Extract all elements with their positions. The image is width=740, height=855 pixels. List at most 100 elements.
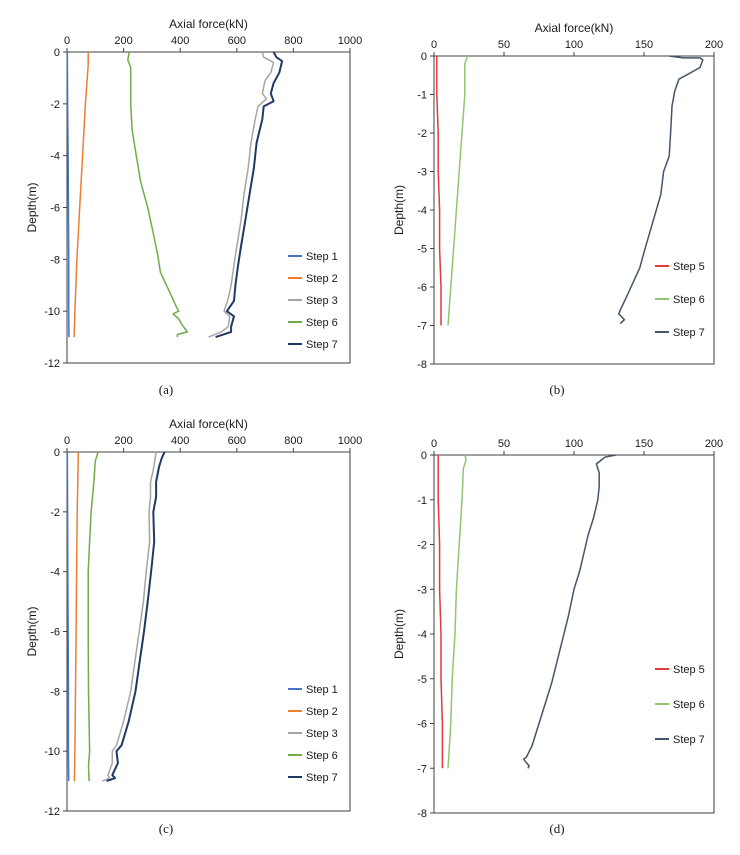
legend-label: Step 6 xyxy=(673,699,705,711)
y-tick-label: 0 xyxy=(54,47,60,59)
y-tick-label: -2 xyxy=(50,507,60,519)
x-tick-label: 200 xyxy=(705,39,723,51)
y-tick-label: -1 xyxy=(417,495,427,507)
y-tick-label: -6 xyxy=(417,719,427,731)
x-tick-label: 200 xyxy=(114,35,132,47)
x-tick-label: 100 xyxy=(565,39,583,51)
x-tick-label: 400 xyxy=(171,435,189,447)
series-line-step-6 xyxy=(87,451,99,782)
legend-label: Step 3 xyxy=(306,728,338,740)
chart-1: 0 200 400 600 800 1000 0 -2 -4 -6 -8 -10 -12 Axial fo… xyxy=(25,17,362,397)
chart-2: 0 50 100 150 200 0 -1 -2 -3 -4 -5 -6 -7 -8 Axial force… xyxy=(392,21,723,397)
y-tick-label: -6 xyxy=(50,203,60,215)
figure-caption: (d) xyxy=(549,821,564,836)
y-tick-label: -2 xyxy=(50,99,60,111)
series-line-step-5 xyxy=(437,455,444,769)
series-line-step-6 xyxy=(447,454,467,769)
y-axis-title: Depth(m) xyxy=(392,185,406,235)
legend-label: Step 5 xyxy=(673,261,705,273)
x-tick-label: 800 xyxy=(284,35,302,47)
x-tick-label: 150 xyxy=(635,438,653,450)
legend-label: Step 2 xyxy=(306,273,338,285)
y-tick-label: -4 xyxy=(50,151,60,163)
y-tick-label: -6 xyxy=(417,282,427,294)
chart-3: 0 200 400 600 800 1000 0 -2 -4 -6 -8 -10 -12 Axial fo… xyxy=(25,417,362,836)
legend-label: Step 6 xyxy=(306,317,338,329)
x-tick-label: 200 xyxy=(705,438,723,450)
legend-label: Step 7 xyxy=(306,772,338,784)
chart-4: 0 50 100 150 200 0 -1 -2 -3 -4 -5 -6 -7 -8 Depth(m) Ste… xyxy=(392,438,723,836)
y-tick-label: -1 xyxy=(417,90,427,102)
series-line-step-2 xyxy=(73,451,80,782)
plot-frame xyxy=(433,454,715,814)
x-tick-label: 200 xyxy=(114,435,132,447)
x-tick-label: 1000 xyxy=(338,35,362,47)
y-tick-label: 0 xyxy=(421,450,427,462)
y-tick-label: -5 xyxy=(417,244,427,256)
y-tick-label: -8 xyxy=(50,686,60,698)
series-line-step-6 xyxy=(127,51,189,338)
legend-label: Step 7 xyxy=(673,327,705,339)
legend-label: Step 1 xyxy=(306,684,338,696)
legend-label: Step 6 xyxy=(673,294,705,306)
x-tick-label: 50 xyxy=(498,39,510,51)
y-tick-label: -10 xyxy=(44,746,60,758)
y-tick-label: -4 xyxy=(417,629,427,641)
y-tick-label: -12 xyxy=(44,358,60,370)
x-axis-title: Axial force(kN) xyxy=(535,21,614,35)
figure-caption: (b) xyxy=(549,382,564,397)
x-tick-label: 0 xyxy=(431,438,437,450)
y-axis-title: Depth(m) xyxy=(25,182,39,232)
legend-label: Step 5 xyxy=(673,664,705,676)
series-line-step-7 xyxy=(215,51,284,339)
y-tick-label: -5 xyxy=(417,674,427,686)
legend-label: Step 7 xyxy=(306,339,338,351)
y-tick-label: -7 xyxy=(417,763,427,775)
legend-label: Step 2 xyxy=(306,706,338,718)
series-line-step-3 xyxy=(208,51,275,338)
series-line-step-7 xyxy=(522,454,617,769)
x-tick-label: 1000 xyxy=(338,435,362,447)
y-tick-label: 0 xyxy=(54,447,60,459)
series-line-step-7 xyxy=(618,55,704,325)
y-tick-label: -8 xyxy=(417,359,427,371)
x-tick-label: 100 xyxy=(565,438,583,450)
legend-label: Step 3 xyxy=(306,295,338,307)
series-line-step-2 xyxy=(73,52,89,338)
y-tick-label: -8 xyxy=(50,254,60,266)
y-tick-label: -4 xyxy=(50,567,60,579)
x-axis-title: Axial force(kN) xyxy=(169,417,248,431)
x-tick-label: 150 xyxy=(635,39,653,51)
y-tick-label: -2 xyxy=(417,540,427,552)
y-tick-label: -12 xyxy=(44,806,60,818)
figure-caption: (a) xyxy=(159,382,173,397)
y-tick-label: -2 xyxy=(417,128,427,140)
x-tick-label: 400 xyxy=(171,35,189,47)
y-tick-label: -3 xyxy=(417,167,427,179)
x-axis-title: Axial force(kN) xyxy=(169,17,248,31)
x-tick-label: 0 xyxy=(64,35,70,47)
y-tick-label: -8 xyxy=(417,808,427,820)
series-line-step-5 xyxy=(436,56,442,326)
legend-label: Step 6 xyxy=(306,750,338,762)
y-tick-label: -4 xyxy=(417,205,427,217)
y-tick-label: -3 xyxy=(417,584,427,596)
y-tick-label: -10 xyxy=(44,306,60,318)
y-tick-label: -6 xyxy=(50,627,60,639)
series-line-step-3 xyxy=(102,451,157,782)
y-tick-label: 0 xyxy=(421,51,427,63)
y-axis-title: Depth(m) xyxy=(392,609,406,659)
x-tick-label: 0 xyxy=(431,39,437,51)
x-tick-label: 600 xyxy=(228,35,246,47)
x-tick-label: 800 xyxy=(284,435,302,447)
x-tick-label: 50 xyxy=(498,438,510,450)
y-tick-label: -7 xyxy=(417,321,427,333)
y-axis-title: Depth(m) xyxy=(25,606,39,656)
legend-label: Step 1 xyxy=(306,251,338,263)
series-line-step-7 xyxy=(106,451,166,783)
series-line-step-6 xyxy=(447,55,469,326)
figure-caption: (c) xyxy=(159,821,173,836)
series-line-step-1 xyxy=(66,451,70,782)
x-tick-label: 0 xyxy=(64,435,70,447)
